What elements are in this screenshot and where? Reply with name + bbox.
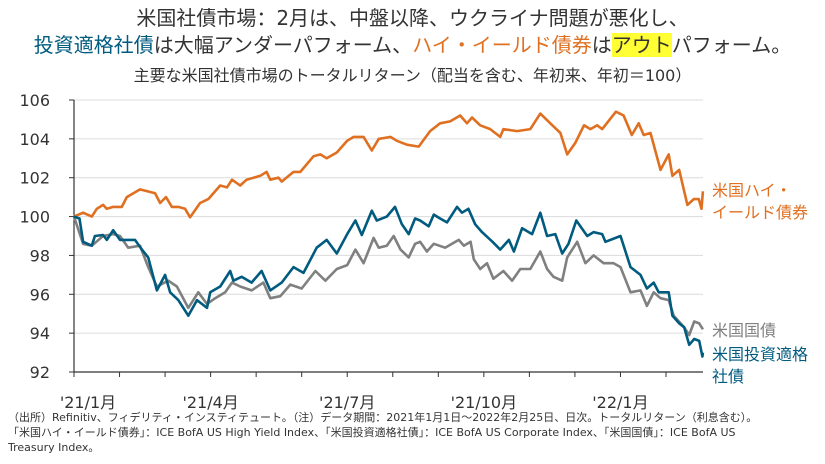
headline-ig-bonds: 投資適格社債 <box>33 33 154 57</box>
headline-text: は <box>591 33 612 57</box>
footnote-line: Treasury Index。 <box>8 441 100 454</box>
headline-text: は大幅アンダーパフォーム、 <box>153 33 413 57</box>
headline-high-yield: ハイ・イールド債券 <box>412 33 592 57</box>
series-label-high-yield: 米国ハイ・ イールド債券 <box>712 180 808 224</box>
series-line-high-yield <box>73 110 705 219</box>
series-label-line: 米国ハイ・ <box>712 181 792 200</box>
x-tick-label: '21/7月 <box>319 393 375 412</box>
footnote-line: （出所）Refinitiv、フィデリティ・インスティテュート。（注）データ期間：… <box>8 411 758 424</box>
y-tick-label: 100 <box>19 208 50 227</box>
series-label-line: 社債 <box>712 367 745 386</box>
chart-title: 主要な米国社債市場のトータルリターン（配当を含む、年初来、年初＝100） <box>133 66 692 85</box>
series-label-ig-corporate: 米国投資適格 社債 <box>712 344 808 388</box>
x-tick-label: '22/1月 <box>592 393 648 412</box>
series-label-line: イールド債券 <box>712 203 809 222</box>
headline-text: パフォーム。 <box>671 33 792 57</box>
footnote-line: 「米国ハイ・イールド債券」：ICE BofA US High Yield Ind… <box>8 426 736 439</box>
footnote: （出所）Refinitiv、フィデリティ・インスティテュート。（注）データ期間：… <box>8 410 823 455</box>
headline-highlight-out: アウト <box>611 33 672 57</box>
y-tick-label: 102 <box>19 169 50 188</box>
x-tick-label: '21/4月 <box>182 393 238 412</box>
series-line-treasury <box>72 216 705 337</box>
x-tick-label: '21/10月 <box>451 393 518 412</box>
series-label-line: 米国投資適格 <box>712 345 809 364</box>
series-label-line: 米国国債 <box>712 321 777 340</box>
y-tick-label: 106 <box>19 91 50 110</box>
y-tick-label: 96 <box>30 285 50 304</box>
y-tick-label: 98 <box>30 246 50 265</box>
series-label-treasury: 米国国債 <box>712 320 776 342</box>
y-tick-label: 94 <box>30 324 50 343</box>
y-tick-label: 104 <box>19 130 50 149</box>
x-tick-label: '21/1月 <box>60 393 116 412</box>
headline-line-2: 投資適格社債は大幅アンダーパフォーム、ハイ・イールド債券はアウトパフォーム。 <box>0 32 825 58</box>
y-tick-label: 92 <box>30 363 50 382</box>
series-line-ig-corporate <box>73 205 705 358</box>
headline-line-1: 米国社債市場：2月は、中盤以降、ウクライナ問題が悪化し、 <box>136 6 689 30</box>
